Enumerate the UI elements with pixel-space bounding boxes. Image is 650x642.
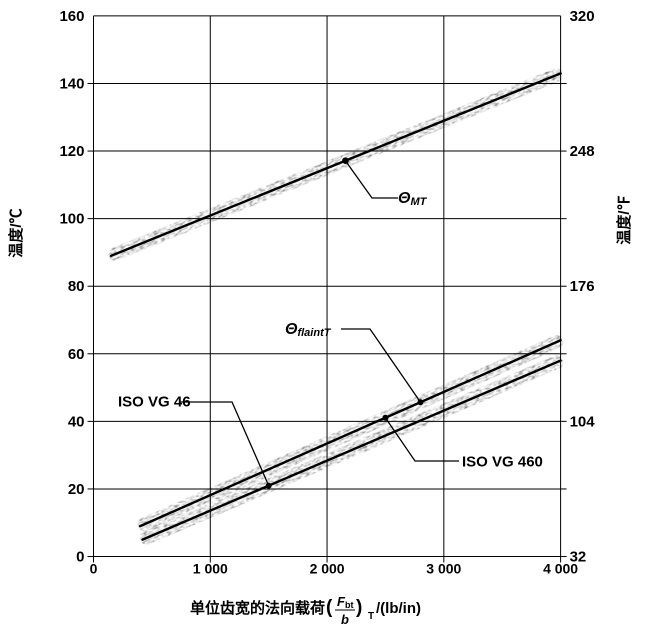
svg-text:140: 140	[59, 76, 84, 93]
svg-text:2 000: 2 000	[310, 561, 345, 577]
svg-text:单位齿宽的法向载荷: 单位齿宽的法向载荷	[190, 599, 325, 617]
svg-text:160: 160	[59, 8, 84, 25]
svg-text:0: 0	[76, 549, 84, 566]
svg-text:104: 104	[570, 413, 596, 430]
svg-text:T: T	[368, 611, 374, 622]
svg-text:248: 248	[570, 143, 595, 160]
svg-text:0: 0	[90, 561, 98, 577]
svg-text:1 000: 1 000	[193, 561, 228, 577]
svg-text:20: 20	[68, 481, 85, 498]
svg-text:40: 40	[68, 413, 85, 430]
svg-text:): )	[356, 597, 362, 618]
svg-text:(: (	[326, 597, 333, 618]
svg-text:3 000: 3 000	[426, 561, 461, 577]
svg-text:4 000: 4 000	[543, 561, 578, 577]
svg-text:80: 80	[68, 278, 85, 295]
svg-text:/(lb/in): /(lb/in)	[376, 600, 421, 617]
svg-text:温度/℉: 温度/℉	[615, 195, 633, 244]
svg-text:100: 100	[59, 211, 84, 228]
svg-text:b: b	[341, 612, 349, 627]
svg-text:120: 120	[59, 143, 84, 160]
svg-text:ISO VG 460: ISO VG 460	[462, 454, 543, 471]
svg-text:ISO VG 46: ISO VG 46	[118, 394, 191, 411]
svg-text:60: 60	[68, 346, 85, 363]
svg-text:176: 176	[570, 278, 595, 295]
svg-text:温度/℃: 温度/℃	[7, 208, 25, 257]
svg-text:320: 320	[570, 8, 595, 25]
